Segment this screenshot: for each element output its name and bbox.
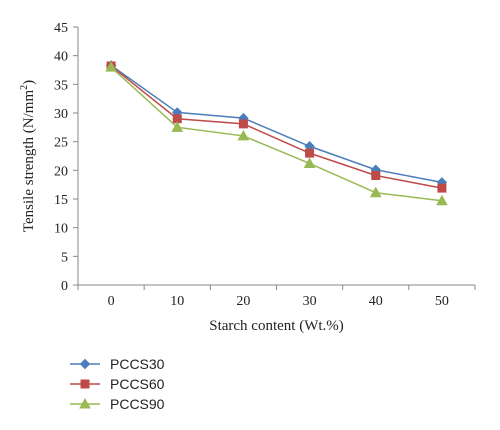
y-ticks: 0 5 10 15 20 25 30 35 40 45 <box>54 21 78 294</box>
y-axis-title-main: Tensile strength (N/mm <box>21 90 37 233</box>
series-line <box>110 64 443 184</box>
legend-item: PCCS30 <box>70 356 165 372</box>
legend-marker <box>79 397 91 409</box>
y-tick-label: 45 <box>54 21 68 36</box>
data-point <box>371 170 381 180</box>
legend-label: PCCS60 <box>110 376 165 392</box>
y-tick-label: 0 <box>61 279 68 294</box>
y-tick-label: 35 <box>54 78 68 93</box>
legend-marker <box>80 379 90 389</box>
x-tick-label: 50 <box>435 294 449 309</box>
data-point <box>436 194 448 206</box>
x-axis-title: Starch content (Wt.%) <box>209 318 344 334</box>
legend-label: PCCS30 <box>110 356 165 372</box>
x-tick-label: 30 <box>303 294 317 309</box>
data-point <box>238 119 248 129</box>
data-point <box>437 183 447 193</box>
series-line <box>110 66 443 202</box>
legend-marker <box>79 358 91 370</box>
y-tick-label: 40 <box>54 50 68 65</box>
data-point <box>303 157 316 168</box>
series-pccs90 <box>105 61 448 206</box>
data-point <box>105 61 117 72</box>
series-layer <box>105 60 448 206</box>
y-tick-label: 25 <box>54 136 68 151</box>
axes <box>77 27 475 286</box>
x-tick-label: 20 <box>236 294 250 309</box>
legend-item: PCCS60 <box>70 376 165 392</box>
data-point <box>171 121 184 132</box>
x-ticks: 0 10 20 30 40 50 <box>77 285 476 309</box>
y-tick-label: 10 <box>54 222 68 237</box>
y-axis-title-superscript: 2 <box>19 85 30 90</box>
legend: PCCS30 PCCS60 PCCS90 <box>70 356 165 412</box>
y-axis-title: Tensile strength (N/mm2) <box>19 80 37 232</box>
series-line <box>110 65 443 189</box>
y-tick-label: 15 <box>54 193 68 208</box>
y-tick-label: 5 <box>61 250 68 265</box>
series-pccs30 <box>105 60 448 188</box>
y-tick-label: 20 <box>54 164 68 179</box>
legend-item: PCCS90 <box>70 396 165 412</box>
y-tick-label: 30 <box>54 107 68 122</box>
series-pccs60 <box>106 61 447 193</box>
data-point <box>369 186 382 198</box>
legend-label: PCCS90 <box>110 396 165 412</box>
y-axis-title-close: ) <box>21 80 37 85</box>
x-tick-label: 40 <box>369 294 383 309</box>
data-point <box>305 148 315 158</box>
data-point <box>237 129 250 141</box>
x-tick-label: 0 <box>108 294 115 309</box>
x-tick-label: 10 <box>170 294 184 309</box>
